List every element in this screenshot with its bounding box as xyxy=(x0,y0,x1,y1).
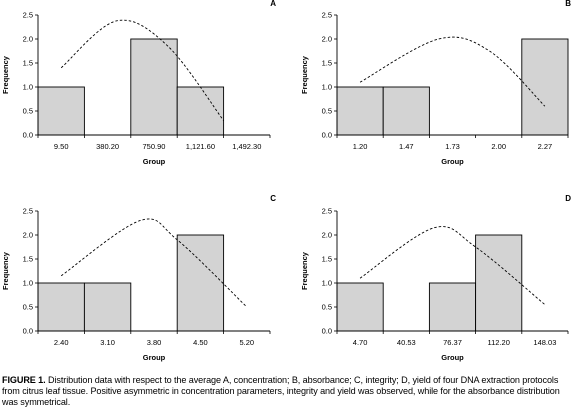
x-tick-label: 3.10 xyxy=(100,338,115,347)
x-tick-label: 4.50 xyxy=(193,338,208,347)
bar xyxy=(521,38,569,136)
y-tick-label: 2.5 xyxy=(322,207,332,216)
x-tick-label: 2.40 xyxy=(54,338,69,347)
x-tick-label: 1.20 xyxy=(353,142,368,151)
y-axis-label: Frequency xyxy=(300,55,309,94)
y-tick-label: 1.5 xyxy=(23,255,33,264)
x-tick-label: 5.20 xyxy=(239,338,254,347)
panel-c: C 0.0 0.5 1.0 1.5 2.0 2.5 2.40 3.10 3.80 4.50 5.20 G… xyxy=(1,194,276,362)
figure-histogram-grid: A 0.0 0.5 1.0 1.5 2.0 2.5 9.50 380.20 750.90 1,121… xyxy=(1,0,571,362)
y-tick-label: 2.0 xyxy=(23,35,33,44)
bar xyxy=(37,282,85,332)
y-tick-label: 1.0 xyxy=(23,83,33,92)
x-tick-label: 148.03 xyxy=(533,338,556,347)
panel-letter: C xyxy=(270,194,276,203)
y-axis-label: Frequency xyxy=(1,251,10,290)
bar xyxy=(176,234,225,332)
y-tick-label: 0.5 xyxy=(322,303,332,312)
panel-letter: A xyxy=(270,0,276,8)
x-tick-label: 3.80 xyxy=(147,338,162,347)
bar xyxy=(382,86,430,136)
y-tick-label: 2.0 xyxy=(23,231,33,240)
y-tick-label: 1.0 xyxy=(23,279,33,288)
y-tick-label: 1.5 xyxy=(322,59,332,68)
y-tick-label: 2.0 xyxy=(322,231,332,240)
x-tick-label: 1.73 xyxy=(445,142,460,151)
normal-curve xyxy=(359,36,546,107)
normal-curve xyxy=(60,19,224,121)
bar xyxy=(37,86,85,136)
panel-letter: D xyxy=(565,194,571,203)
x-axis-label: Group xyxy=(441,157,464,166)
y-tick-label: 0.0 xyxy=(23,327,33,336)
y-tick-label: 0.5 xyxy=(23,303,33,312)
x-axis-label: Group xyxy=(143,353,166,362)
x-tick-label: 2.27 xyxy=(538,142,553,151)
y-tick-label: 2.5 xyxy=(322,11,332,20)
normal-curve xyxy=(359,226,546,305)
caption-text: Distribution data with respect to the av… xyxy=(2,375,560,407)
x-tick-label: 112.20 xyxy=(488,338,510,347)
x-tick-label: 76.37 xyxy=(443,338,462,347)
y-tick-label: 1.0 xyxy=(322,279,332,288)
y-tick-label: 2.5 xyxy=(23,207,33,216)
x-tick-label: 1,492.30 xyxy=(232,142,261,151)
bar xyxy=(336,86,384,136)
bar xyxy=(428,282,477,332)
bar xyxy=(475,234,523,332)
y-tick-label: 1.0 xyxy=(322,83,332,92)
y-tick-label: 1.5 xyxy=(23,59,33,68)
x-tick-label: 750.90 xyxy=(143,142,166,151)
y-tick-label: 1.5 xyxy=(322,255,332,264)
x-tick-label: 380.20 xyxy=(96,142,119,151)
y-tick-label: 0.0 xyxy=(23,131,33,140)
y-tick-label: 0.5 xyxy=(322,107,332,116)
x-tick-label: 1,121.60 xyxy=(186,142,215,151)
panel-letter: B xyxy=(565,0,571,8)
panel-a: A 0.0 0.5 1.0 1.5 2.0 2.5 9.50 380.20 750.90 1,121… xyxy=(1,0,276,166)
y-tick-label: 0.0 xyxy=(322,131,332,140)
caption-label: FIGURE 1. xyxy=(2,375,46,385)
bar xyxy=(130,38,178,136)
y-tick-label: 0.0 xyxy=(322,327,332,336)
figure-caption: FIGURE 1. Distribution data with respect… xyxy=(2,375,577,408)
y-tick-label: 0.5 xyxy=(23,107,33,116)
x-tick-label: 4.70 xyxy=(353,338,368,347)
x-tick-label: 2.00 xyxy=(491,142,506,151)
bar xyxy=(83,282,132,332)
y-axis-label: Frequency xyxy=(300,251,309,290)
y-axis-label: Frequency xyxy=(1,55,10,94)
x-axis-label: Group xyxy=(143,157,166,166)
panel-b: B 0.0 0.5 1.0 1.5 2.0 2.5 1.20 1.47 1.73 2.00 2.27 G… xyxy=(300,0,571,166)
panel-d: D 0.0 0.5 1.0 1.5 2.0 2.5 4.70 40.53 76.37 112.20 1… xyxy=(300,194,571,362)
x-tick-label: 9.50 xyxy=(54,142,69,151)
x-tick-label: 1.47 xyxy=(399,142,414,151)
y-tick-label: 2.0 xyxy=(322,35,332,44)
x-tick-label: 40.53 xyxy=(397,338,416,347)
x-axis-label: Group xyxy=(441,353,464,362)
bar xyxy=(336,282,384,332)
y-tick-label: 2.5 xyxy=(23,11,33,20)
